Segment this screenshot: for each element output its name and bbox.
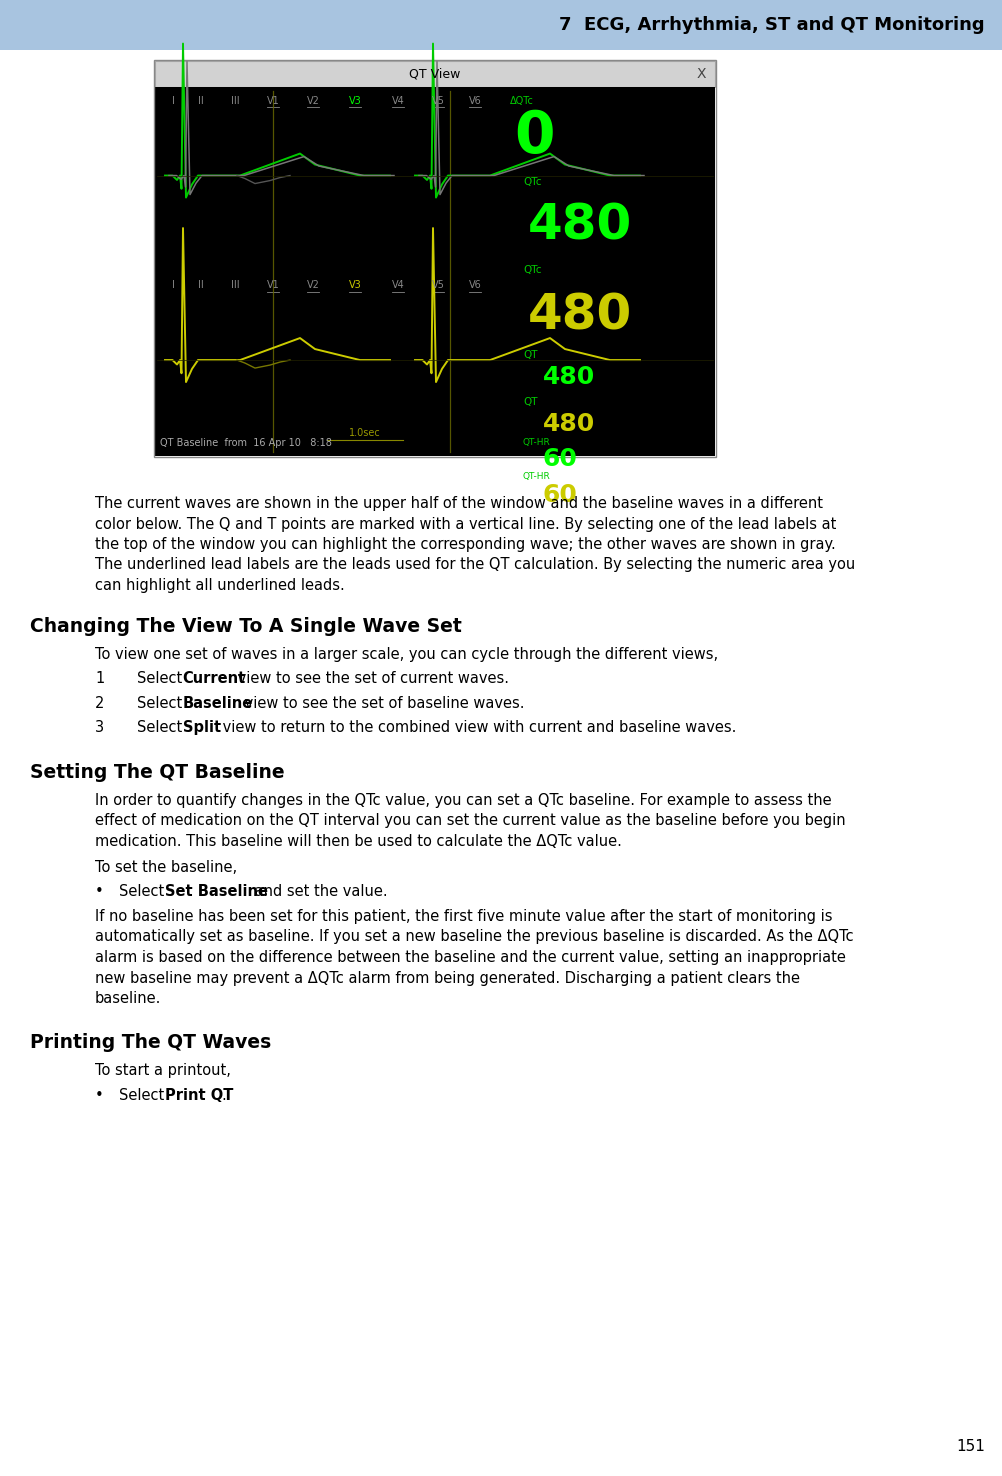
Text: Select: Select [119,884,168,899]
Text: V1: V1 [267,280,280,291]
Text: To set the baseline,: To set the baseline, [95,861,236,875]
Text: QTc: QTc [522,266,541,275]
Text: V5: V5 [431,96,444,106]
Text: automatically set as baseline. If you set a new baseline the previous baseline i: automatically set as baseline. If you se… [95,930,853,945]
Text: In order to quantify changes in the QTc value, you can set a QTc baseline. For e: In order to quantify changes in the QTc … [95,793,831,807]
Text: The underlined lead labels are the leads used for the QT calculation. By selecti: The underlined lead labels are the leads… [95,558,855,573]
Text: Select: Select [137,672,186,686]
Text: V2: V2 [307,280,319,291]
Text: Select: Select [119,1088,168,1103]
Text: 7  ECG, Arrhythmia, ST and QT Monitoring: 7 ECG, Arrhythmia, ST and QT Monitoring [559,16,984,34]
Bar [155,61,714,87]
Text: color below. The Q and T points are marked with a vertical line. By selecting on: color below. The Q and T points are mark… [95,517,836,531]
Text: The current waves are shown in the upper half of the window and the baseline wav: The current waves are shown in the upper… [95,496,823,511]
Text: V5: V5 [431,280,444,291]
Text: can highlight all underlined leads.: can highlight all underlined leads. [95,579,345,593]
Text: •: • [95,1088,103,1103]
Text: Select: Select [137,695,186,710]
Text: 0: 0 [514,109,555,165]
Text: effect of medication on the QT interval you can set the current value as the bas: effect of medication on the QT interval … [95,813,845,828]
Text: 480: 480 [542,412,594,435]
Text: view to see the set of baseline waves.: view to see the set of baseline waves. [239,695,524,710]
Text: V1: V1 [267,96,280,106]
Text: 1.0sec: 1.0sec [349,428,381,438]
Text: 3: 3 [95,720,104,735]
Text: 480: 480 [527,201,631,249]
Text: V4: V4 [391,96,404,106]
Text: I: I [171,96,174,106]
Text: V3: V3 [349,96,361,106]
Text: new baseline may prevent a ΔQTc alarm from being generated. Discharging a patien: new baseline may prevent a ΔQTc alarm fr… [95,971,800,986]
Text: If no baseline has been set for this patient, the first five minute value after : If no baseline has been set for this pat… [95,909,832,924]
Text: Print QT: Print QT [164,1088,232,1103]
Text: .: . [221,1088,226,1103]
Text: QT View: QT View [409,68,460,81]
Text: 480: 480 [542,365,594,390]
Text: V6: V6 [468,280,481,291]
Text: 1: 1 [95,672,104,686]
Text: Changing The View To A Single Wave Set: Changing The View To A Single Wave Set [30,617,461,636]
Text: X: X [695,66,705,81]
Text: III: III [230,96,239,106]
Text: Setting The QT Baseline: Setting The QT Baseline [30,763,285,781]
Text: view to see the set of current waves.: view to see the set of current waves. [232,672,508,686]
Text: the top of the window you can highlight the corresponding wave; the other waves : the top of the window you can highlight … [95,537,835,552]
Text: III: III [230,280,239,291]
Text: To start a printout,: To start a printout, [95,1064,230,1079]
Text: II: II [198,280,203,291]
Text: QTc: QTc [522,177,541,187]
Bar [154,61,715,458]
Text: V3: V3 [349,280,361,291]
Text: V6: V6 [468,96,481,106]
Text: medication. This baseline will then be used to calculate the ΔQTc value.: medication. This baseline will then be u… [95,834,621,849]
Text: I: I [171,280,174,291]
Text: V2: V2 [307,96,319,106]
Text: ΔQTc: ΔQTc [509,96,533,106]
Text: Split: Split [182,720,220,735]
Text: QT Baseline  from  16 Apr 10   8:18: QT Baseline from 16 Apr 10 8:18 [160,438,332,449]
Text: Set Baseline: Set Baseline [164,884,268,899]
Text: view to return to the combined view with current and baseline waves.: view to return to the combined view with… [218,720,735,735]
Text: alarm is based on the difference between the baseline and the current value, set: alarm is based on the difference between… [95,951,845,965]
Text: Printing The QT Waves: Printing The QT Waves [30,1033,271,1052]
Text: 2: 2 [95,695,104,710]
Text: Baseline: Baseline [182,695,253,710]
Text: Current: Current [182,672,245,686]
Text: V4: V4 [391,280,404,291]
Text: II: II [198,96,203,106]
Text: baseline.: baseline. [95,990,161,1007]
Text: 60: 60 [542,447,577,471]
Text: To view one set of waves in a larger scale, you can cycle through the different : To view one set of waves in a larger sca… [95,646,717,661]
Text: Select: Select [137,720,186,735]
Text: and set the value.: and set the value. [250,884,388,899]
Text: QT-HR: QT-HR [522,437,550,447]
Text: •: • [95,884,103,899]
Bar [155,87,714,456]
Text: 151: 151 [955,1439,984,1454]
Text: 480: 480 [527,291,631,339]
Text: QT: QT [522,350,537,360]
Text: QT-HR: QT-HR [522,472,550,481]
Bar [0,0,1002,50]
Text: 60: 60 [542,483,577,506]
Text: QT: QT [522,397,537,407]
